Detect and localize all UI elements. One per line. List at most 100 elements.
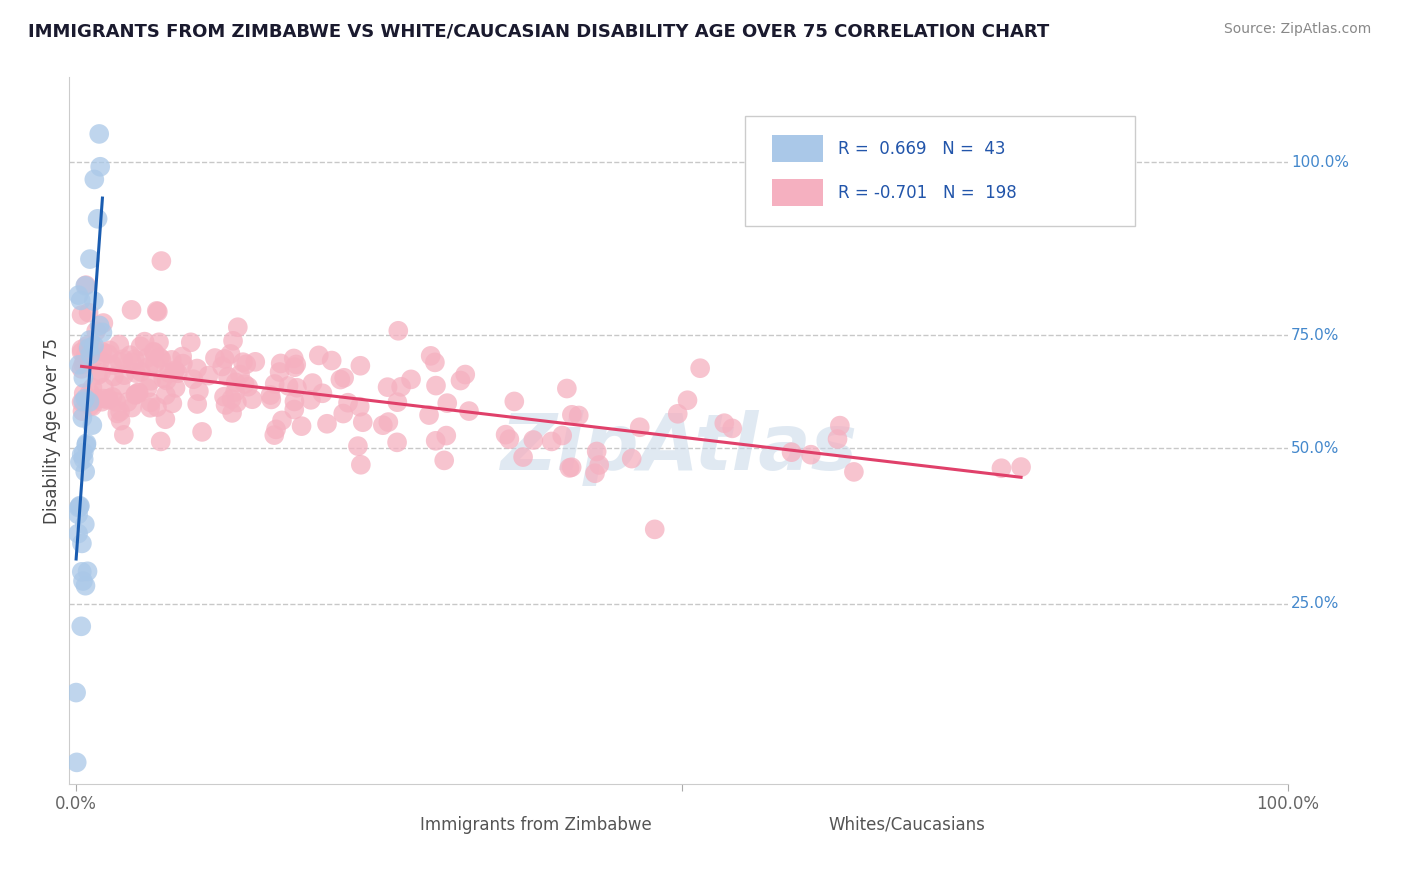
Point bbox=[121, 302, 143, 317]
Point bbox=[76, 564, 98, 578]
Point bbox=[800, 448, 823, 462]
Point bbox=[187, 384, 209, 399]
Point bbox=[186, 361, 208, 376]
Point bbox=[418, 408, 440, 422]
Point bbox=[93, 381, 115, 395]
Point bbox=[160, 352, 183, 367]
Point bbox=[377, 380, 399, 394]
Point bbox=[165, 363, 187, 377]
Point bbox=[229, 368, 252, 382]
Point bbox=[226, 320, 249, 334]
Point bbox=[70, 362, 93, 376]
Point bbox=[425, 378, 447, 392]
Point bbox=[211, 359, 233, 374]
Point bbox=[105, 395, 128, 409]
Text: Whites/Caucasians: Whites/Caucasians bbox=[828, 815, 986, 833]
Point bbox=[97, 347, 120, 361]
Point bbox=[75, 278, 97, 293]
Point bbox=[73, 517, 96, 532]
Point bbox=[146, 304, 169, 318]
Point bbox=[225, 376, 247, 390]
Point bbox=[450, 374, 472, 388]
Point bbox=[1010, 460, 1032, 475]
Point bbox=[72, 358, 94, 372]
Point bbox=[69, 499, 91, 513]
Point bbox=[87, 368, 110, 383]
Point bbox=[127, 385, 149, 400]
Text: Immigrants from Zimbabwe: Immigrants from Zimbabwe bbox=[420, 815, 652, 833]
Point bbox=[67, 288, 90, 302]
Point bbox=[89, 160, 111, 174]
Point bbox=[436, 396, 458, 410]
Point bbox=[73, 452, 96, 467]
Point bbox=[70, 565, 93, 579]
Point bbox=[495, 427, 517, 442]
Point bbox=[108, 404, 131, 418]
Point bbox=[129, 365, 152, 379]
Point bbox=[349, 400, 371, 414]
Point bbox=[540, 434, 562, 449]
Point bbox=[72, 410, 94, 425]
Point bbox=[79, 252, 101, 266]
Point bbox=[70, 345, 93, 359]
Point bbox=[321, 353, 343, 368]
Point bbox=[93, 316, 115, 330]
Point bbox=[197, 368, 219, 383]
Point bbox=[70, 308, 93, 322]
Point bbox=[232, 355, 254, 369]
Point bbox=[236, 380, 259, 394]
Point bbox=[67, 500, 90, 515]
Point bbox=[150, 254, 173, 268]
Point bbox=[146, 400, 169, 414]
Point bbox=[259, 388, 281, 402]
Point bbox=[349, 359, 371, 373]
Point bbox=[155, 412, 177, 426]
Point bbox=[97, 392, 120, 406]
Point bbox=[120, 348, 142, 362]
Point bbox=[84, 349, 107, 363]
Point bbox=[371, 418, 394, 433]
Text: 75.0%: 75.0% bbox=[1291, 327, 1340, 343]
Point bbox=[167, 366, 190, 380]
Point bbox=[76, 436, 98, 450]
Point bbox=[139, 401, 162, 415]
Point bbox=[103, 369, 125, 384]
Point bbox=[585, 444, 607, 458]
Point bbox=[214, 351, 236, 366]
Point bbox=[77, 305, 100, 319]
Point bbox=[271, 413, 294, 427]
Point bbox=[713, 416, 735, 430]
Point bbox=[399, 372, 422, 386]
Point bbox=[82, 400, 104, 414]
Point bbox=[219, 347, 242, 361]
Point bbox=[568, 409, 591, 423]
Point bbox=[666, 407, 689, 421]
Point bbox=[73, 354, 96, 368]
Point bbox=[105, 407, 128, 421]
Point bbox=[124, 352, 146, 367]
Point bbox=[301, 376, 323, 390]
Point bbox=[827, 432, 849, 446]
Point bbox=[69, 293, 91, 308]
Point bbox=[689, 361, 711, 376]
Point bbox=[172, 350, 194, 364]
Point bbox=[79, 333, 101, 347]
Point bbox=[117, 395, 139, 409]
FancyBboxPatch shape bbox=[745, 116, 1135, 226]
Point bbox=[77, 341, 100, 355]
Point bbox=[283, 394, 305, 409]
Point bbox=[134, 334, 156, 349]
Point bbox=[558, 461, 581, 475]
Point bbox=[125, 388, 148, 402]
Point bbox=[676, 393, 699, 408]
Point bbox=[644, 522, 666, 536]
Point bbox=[283, 360, 305, 375]
Point bbox=[75, 392, 97, 406]
Point bbox=[79, 348, 101, 362]
Point bbox=[97, 392, 120, 407]
Point bbox=[86, 392, 108, 406]
Point bbox=[89, 353, 111, 368]
Point bbox=[458, 404, 481, 418]
Point bbox=[98, 343, 121, 358]
Point bbox=[308, 348, 330, 362]
